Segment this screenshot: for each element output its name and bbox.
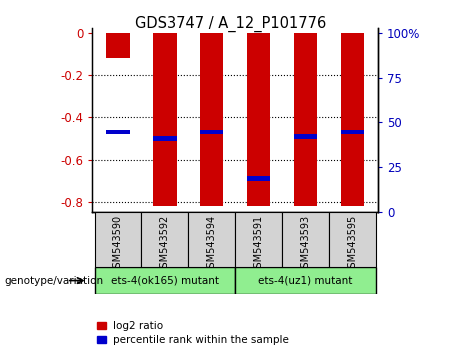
Text: GDS3747 / A_12_P101776: GDS3747 / A_12_P101776 (135, 16, 326, 32)
Text: genotype/variation: genotype/variation (5, 275, 104, 286)
Text: log2 ratio: log2 ratio (113, 321, 163, 331)
Text: GSM543594: GSM543594 (207, 215, 217, 274)
Bar (200, 33, 224, 206)
Bar (282, 212, 329, 267)
Text: percentile rank within the sample: percentile rank within the sample (113, 335, 289, 345)
Bar (235, 267, 376, 294)
Bar (188, 212, 235, 267)
Bar (95, 212, 142, 267)
Bar (97, 322, 106, 329)
Bar (106, 33, 130, 58)
Bar (153, 33, 177, 206)
Bar (153, 136, 177, 141)
Text: GSM543591: GSM543591 (254, 215, 264, 274)
Bar (294, 134, 317, 138)
Text: GSM543595: GSM543595 (347, 215, 357, 274)
Bar (294, 33, 317, 206)
Bar (341, 33, 364, 206)
Text: ets-4(uz1) mutant: ets-4(uz1) mutant (258, 275, 353, 286)
Bar (106, 130, 130, 134)
Bar (235, 212, 282, 267)
Bar (95, 267, 235, 294)
Bar (97, 336, 106, 343)
Text: GSM543590: GSM543590 (113, 215, 123, 274)
Bar (341, 130, 364, 134)
Bar (247, 33, 270, 206)
Bar (200, 130, 224, 134)
Bar (247, 176, 270, 181)
Bar (329, 212, 376, 267)
Text: GSM543592: GSM543592 (160, 215, 170, 274)
Bar (142, 212, 188, 267)
Text: ets-4(ok165) mutant: ets-4(ok165) mutant (111, 275, 219, 286)
Text: GSM543593: GSM543593 (301, 215, 310, 274)
